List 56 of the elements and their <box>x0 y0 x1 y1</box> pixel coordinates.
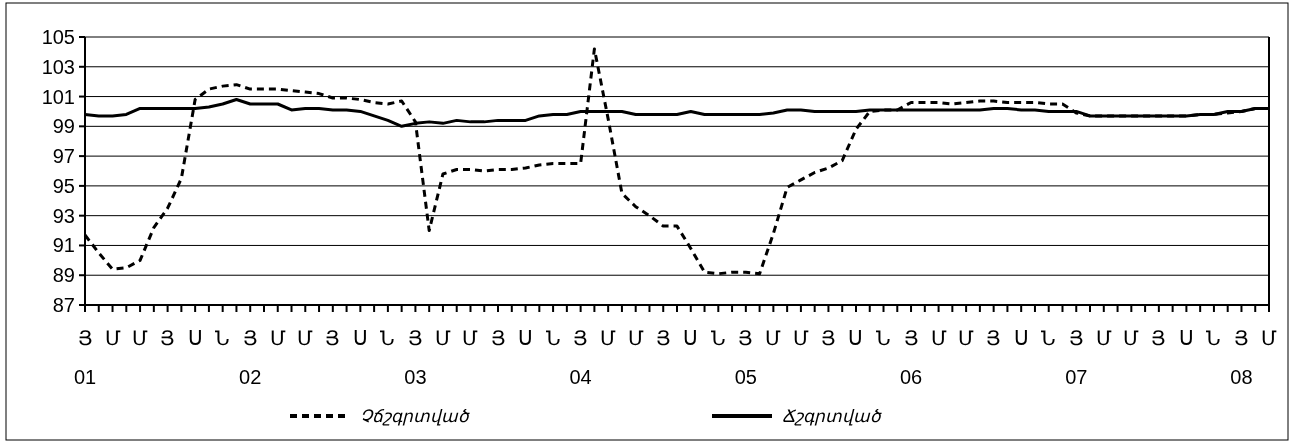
x-tick-label: Ս <box>352 327 368 349</box>
y-tick-label: 93 <box>52 204 75 227</box>
x-tick-label: Յ 02 <box>239 327 262 388</box>
x-tick-label: Յ 08 <box>1230 327 1253 388</box>
x-tick-label: Մ <box>104 327 121 349</box>
legend-label: Չճշգրտված <box>360 406 470 426</box>
x-tick-label: Յ 01 <box>73 327 97 388</box>
x-tick-label: Ն <box>1041 327 1057 349</box>
y-tick-label: 103 <box>41 55 75 78</box>
x-tick-label: Մ <box>600 327 617 349</box>
x-tick-label: Ն <box>876 327 892 349</box>
x-tick-label: Մ <box>297 327 314 349</box>
x-tick-label: Ն <box>545 327 561 349</box>
x-tick-label: Ս <box>683 327 699 349</box>
x-tick-label: Յ <box>325 327 341 349</box>
x-tick-label: Մ <box>930 327 947 349</box>
x-tick-label: Յ 04 <box>569 327 592 388</box>
x-tick-label: Ս <box>1013 327 1029 349</box>
x-tick-label: Յ 06 <box>899 327 923 388</box>
x-tick-label: Յ <box>986 327 1002 349</box>
x-tick-label: Ս <box>187 327 203 349</box>
x-tick-label: Մ <box>1261 327 1277 349</box>
x-tick-label: Յ <box>820 327 836 349</box>
x-tick-label: Մ <box>1095 327 1112 349</box>
y-tick-label: 97 <box>52 145 75 168</box>
y-tick-label: 101 <box>41 85 75 108</box>
x-tick-label: Ն <box>710 327 726 349</box>
x-tick-label: Մ <box>765 327 782 349</box>
x-tick-label: Յ <box>655 327 671 349</box>
x-tick-label: Յ 07 <box>1065 327 1088 388</box>
x-tick-label: Յ <box>160 327 176 349</box>
x-tick-label: Մ <box>462 327 479 349</box>
legend-label: Ճշգրտված <box>782 406 882 426</box>
x-tick-label: Ն <box>380 327 396 349</box>
x-tick-label: Յ <box>490 327 506 349</box>
x-tick-label: Յ 05 <box>734 327 757 388</box>
y-tick-label: 99 <box>52 115 75 138</box>
x-tick-label: Մ <box>958 327 975 349</box>
x-tick-label: Ս <box>848 327 864 349</box>
y-tick-label: 87 <box>52 294 75 316</box>
x-tick-label: Ն <box>215 327 231 349</box>
x-tick-label: Ն <box>1206 327 1222 349</box>
x-tick-label: Յ 03 <box>404 327 427 388</box>
x-tick-label: Ս <box>1178 327 1194 349</box>
y-tick-label: 95 <box>52 174 75 197</box>
x-tick-label: Յ <box>1151 327 1167 349</box>
x-tick-label: Մ <box>434 327 451 349</box>
y-tick-label: 105 <box>41 26 75 48</box>
x-tick-label: Մ <box>627 327 644 349</box>
x-tick-label: Մ <box>269 327 286 349</box>
x-tick-label: Մ <box>1123 327 1140 349</box>
y-tick-label: 89 <box>52 264 75 287</box>
x-tick-label: Ս <box>518 327 534 349</box>
y-tick-label: 91 <box>52 234 75 257</box>
x-tick-label: Մ <box>792 327 809 349</box>
x-tick-label: Մ <box>132 327 149 349</box>
